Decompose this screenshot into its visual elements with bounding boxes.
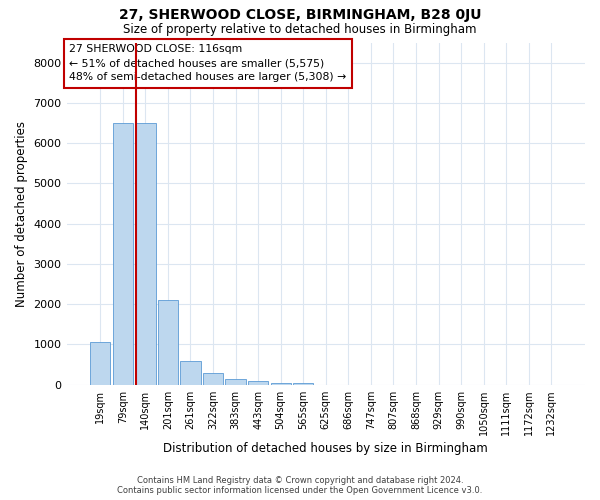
Bar	[113, 123, 133, 384]
Text: 27 SHERWOOD CLOSE: 116sqm
← 51% of detached houses are smaller (5,575)
48% of se: 27 SHERWOOD CLOSE: 116sqm ← 51% of detac…	[69, 44, 346, 82]
Text: 27, SHERWOOD CLOSE, BIRMINGHAM, B28 0JU: 27, SHERWOOD CLOSE, BIRMINGHAM, B28 0JU	[119, 8, 481, 22]
Bar	[158, 300, 178, 384]
Text: Size of property relative to detached houses in Birmingham: Size of property relative to detached ho…	[123, 22, 477, 36]
Bar	[135, 123, 155, 384]
X-axis label: Distribution of detached houses by size in Birmingham: Distribution of detached houses by size …	[163, 442, 488, 455]
Bar	[90, 342, 110, 384]
Bar	[248, 382, 268, 384]
Text: Contains HM Land Registry data © Crown copyright and database right 2024.
Contai: Contains HM Land Registry data © Crown c…	[118, 476, 482, 495]
Y-axis label: Number of detached properties: Number of detached properties	[15, 120, 28, 306]
Bar	[181, 362, 200, 384]
Bar	[271, 383, 291, 384]
Bar	[226, 379, 246, 384]
Bar	[203, 372, 223, 384]
